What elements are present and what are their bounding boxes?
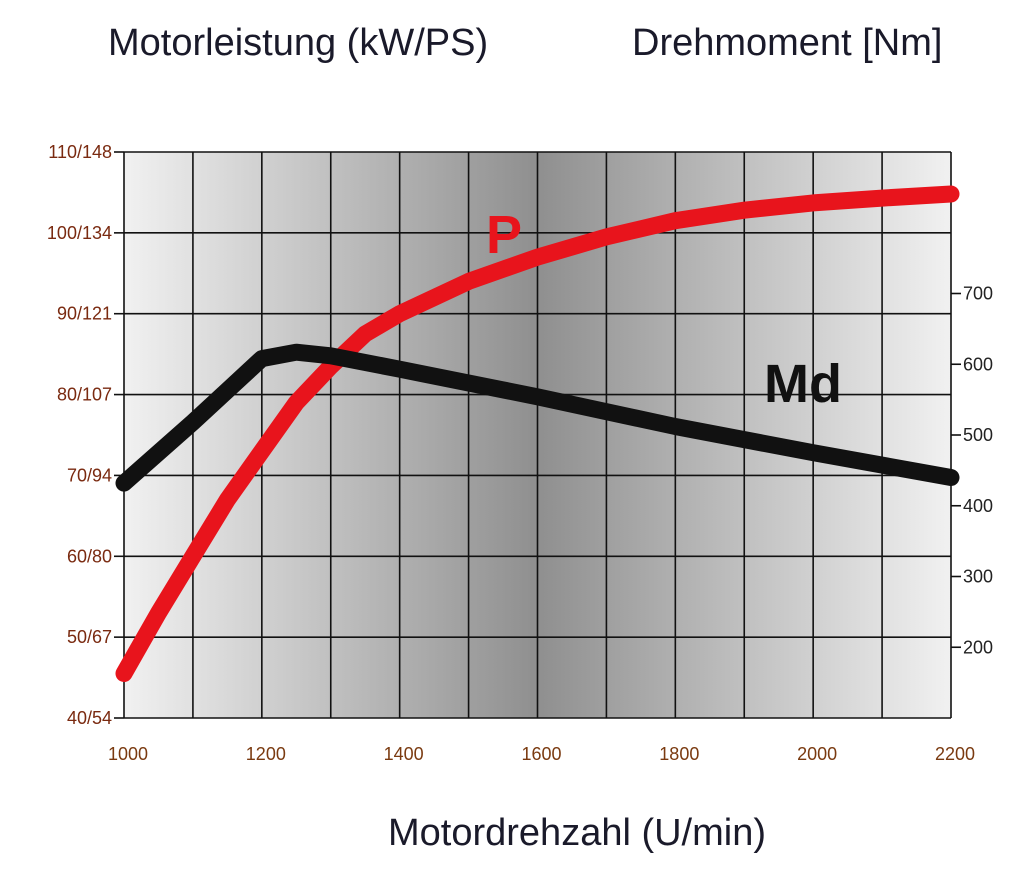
- x-tick-label: 1600: [521, 744, 561, 764]
- series-lines: [115, 185, 960, 682]
- x-tick-label: 1000: [108, 744, 148, 764]
- left-tick-label: 40/54: [67, 708, 112, 728]
- right-tick-label: 400: [963, 496, 993, 516]
- x-tick-label: 1400: [384, 744, 424, 764]
- left-tick-label: 110/148: [48, 142, 112, 162]
- x-tick-label: 1800: [659, 744, 699, 764]
- left-tick-label: 70/94: [67, 465, 112, 485]
- left-tick-label: 60/80: [67, 546, 112, 566]
- series-line-p: [115, 185, 960, 682]
- right-tick-label: 600: [963, 354, 993, 374]
- series-label-p: P: [486, 205, 522, 265]
- series-line-md: [115, 343, 960, 492]
- right-tick-label: 200: [963, 637, 993, 657]
- x-tick-label: 2000: [797, 744, 837, 764]
- left-tick-label: 80/107: [57, 385, 112, 405]
- x-axis-ticks: 1000 1200 1400 1600 1800 2000 2200: [108, 744, 975, 764]
- left-tick-label: 50/67: [67, 627, 112, 647]
- chart-title-left: Motorleistung (kW/PS): [108, 22, 489, 64]
- series-label-md: Md: [764, 354, 842, 414]
- right-axis-ticks: 200 300 400 500 600 700: [951, 284, 993, 657]
- left-axis-ticks: 40/54 50/67 60/80 70/94 80/107 90/121 100/134 1…: [47, 142, 124, 728]
- right-tick-label: 500: [963, 425, 993, 445]
- series-labels: P Md: [486, 205, 842, 414]
- left-tick-label: 90/121: [57, 304, 112, 324]
- chart-title-right: Drehmoment [Nm]: [632, 22, 943, 64]
- right-tick-label: 300: [963, 567, 993, 587]
- right-tick-label: 700: [963, 284, 993, 304]
- x-axis-label: Motordrehzahl (U/min): [388, 812, 766, 854]
- x-tick-label: 2200: [935, 744, 975, 764]
- x-tick-label: 1200: [246, 744, 286, 764]
- left-tick-label: 100/134: [47, 223, 112, 243]
